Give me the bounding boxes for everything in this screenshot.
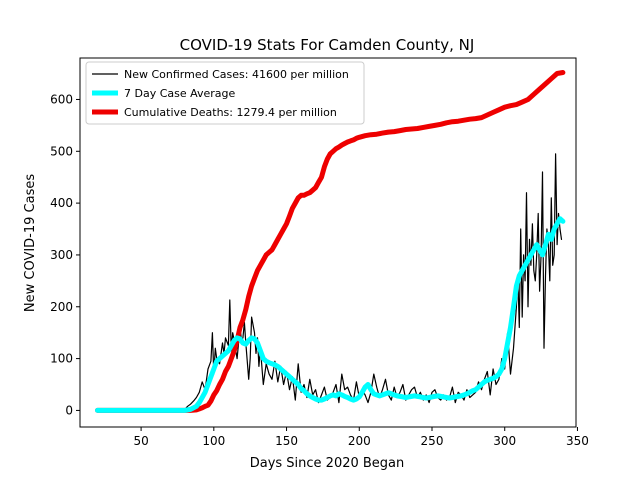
y-tick-label: 300 — [50, 248, 73, 262]
x-tick-label: 150 — [275, 434, 298, 448]
y-tick-label: 200 — [50, 300, 73, 314]
y-tick-label: 400 — [50, 196, 73, 210]
x-axis-label: Days Since 2020 Began — [250, 456, 405, 471]
plot-area: 50 100 150 200 250 300 350 0 100 200 300 400 500 600 N… — [50, 57, 589, 448]
x-tick-label: 350 — [566, 434, 589, 448]
y-tick-label: 100 — [50, 352, 73, 366]
legend-entry-1: New Confirmed Cases: 41600 per million — [124, 68, 349, 81]
x-tick-label: 250 — [421, 434, 444, 448]
y-tick-label: 600 — [50, 92, 73, 106]
x-tick-label: 100 — [202, 434, 225, 448]
y-tick-label: 500 — [50, 144, 73, 158]
legend-entry-2: 7 Day Case Average — [124, 87, 236, 100]
chart-title: COVID-19 Stats For Camden County, NJ — [180, 36, 475, 54]
y-axis-label: New COVID-19 Cases — [23, 174, 38, 312]
series-line-1 — [96, 153, 563, 411]
axes-frame — [79, 57, 577, 428]
series-line-3 — [95, 70, 566, 413]
series-line-2 — [95, 216, 566, 413]
x-tick-label: 300 — [493, 434, 516, 448]
legend-entry-3: Cumulative Deaths: 1279.4 per million — [124, 106, 337, 119]
y-tick-label: 0 — [65, 403, 73, 417]
x-tick-label: 50 — [133, 434, 148, 448]
legend-box — [85, 61, 365, 125]
x-tick-label: 200 — [348, 434, 371, 448]
